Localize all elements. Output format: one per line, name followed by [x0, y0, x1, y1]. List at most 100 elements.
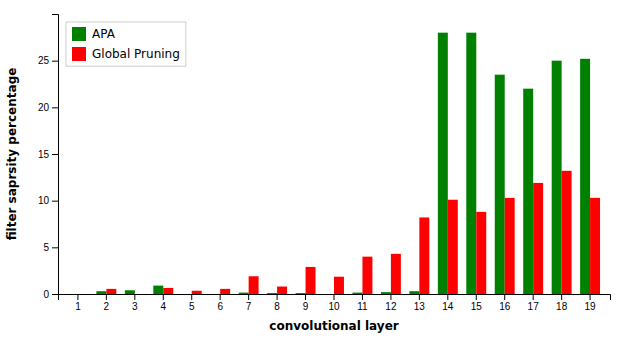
bar: [239, 293, 249, 294]
x-tick-mark: [220, 294, 221, 300]
bar: [210, 294, 220, 295]
x-tick-mark: [419, 294, 420, 300]
bar: [267, 293, 277, 294]
x-tick-mark: [590, 294, 591, 300]
y-tick-mark: [52, 247, 58, 248]
bar: [125, 290, 135, 294]
bar: [523, 89, 533, 294]
bar: [163, 288, 173, 294]
x-tick-mark: [533, 294, 534, 300]
x-tick: 6: [217, 294, 223, 312]
y-tick-mark: [52, 154, 58, 155]
x-tick-label: 4: [160, 301, 166, 312]
y-tick: 10: [38, 195, 58, 206]
x-tick-label: 8: [274, 301, 280, 312]
x-tick-mark: [305, 294, 306, 300]
bar: [562, 171, 572, 294]
y-tick: 0: [43, 289, 58, 300]
y-tick-mark: [52, 294, 58, 295]
bar: [135, 294, 145, 295]
x-tick-label: 19: [585, 301, 597, 312]
y-tick-label: 5: [43, 242, 49, 253]
bar: [220, 289, 230, 294]
bar: [277, 287, 287, 294]
x-tick-mark: [106, 294, 107, 300]
legend-swatch: [72, 27, 86, 41]
bar: [409, 291, 419, 294]
y-axis-title: filter saprsity percentage: [5, 68, 19, 241]
bar: [590, 198, 600, 294]
x-axis-line: [59, 295, 611, 301]
x-tick: 9: [303, 294, 309, 312]
x-tick-mark: [134, 294, 135, 300]
x-tick-mark: [77, 294, 78, 300]
bar-series: [106, 171, 600, 294]
x-tick: 7: [246, 294, 252, 312]
bar: [78, 294, 88, 295]
y-tick-mark: [52, 61, 58, 62]
x-tick: 19: [585, 294, 597, 312]
bar: [495, 75, 505, 294]
y-tick: 5: [43, 242, 58, 253]
bar: [505, 198, 515, 294]
bar: [438, 33, 448, 294]
chart: 123456789101112131415161718190510152025A…: [0, 0, 626, 340]
legend-item: Global Pruning: [72, 47, 180, 61]
y-tick-label: 0: [43, 289, 49, 300]
x-tick-mark: [362, 294, 363, 300]
x-axis-title: convolutional layer: [269, 319, 398, 333]
x-axis: 12345678910111213141516171819: [59, 294, 611, 312]
x-tick-label: 1: [75, 301, 81, 312]
bar: [552, 61, 562, 294]
bar: [448, 200, 458, 294]
x-tick: 4: [160, 294, 166, 312]
x-tick-label: 13: [414, 301, 426, 312]
x-tick-mark: [447, 294, 448, 300]
x-tick: 18: [556, 294, 568, 312]
bar: [106, 289, 116, 294]
y-axis: 0510152025: [38, 15, 59, 300]
x-tick-label: 16: [499, 301, 511, 312]
x-tick-mark: [277, 294, 278, 300]
bar: [466, 33, 476, 294]
x-tick: 5: [189, 294, 195, 312]
x-tick-label: 18: [556, 301, 568, 312]
x-tick: 3: [132, 294, 138, 312]
x-tick-mark: [476, 294, 477, 300]
x-tick-mark: [163, 294, 164, 300]
bar: [324, 294, 334, 295]
y-tick-label: 15: [38, 149, 50, 160]
x-tick-label: 12: [385, 301, 397, 312]
x-tick-mark: [191, 294, 192, 300]
x-tick-label: 6: [217, 301, 223, 312]
plot-area: 123456789101112131415161718190510152025A…: [38, 15, 611, 313]
bar: [68, 294, 78, 295]
bar: [153, 286, 163, 294]
y-tick: 25: [38, 55, 58, 66]
x-tick-label: 2: [104, 301, 110, 312]
x-tick-label: 9: [303, 301, 309, 312]
bar: [192, 291, 202, 294]
bar: [580, 59, 590, 294]
legend-label: APA: [92, 27, 116, 41]
x-tick: 13: [414, 294, 426, 312]
legend-box: [66, 22, 186, 66]
x-tick-mark: [248, 294, 249, 300]
y-tick-label: 25: [38, 55, 50, 66]
x-tick-label: 10: [328, 301, 340, 312]
x-tick: 17: [528, 294, 540, 312]
y-axis-line: [52, 15, 59, 295]
x-tick: 1: [75, 294, 81, 312]
bars: [96, 33, 600, 294]
bar: [362, 257, 372, 294]
x-tick-label: 17: [528, 301, 540, 312]
legend-item: APA: [72, 27, 116, 41]
x-tick-mark: [334, 294, 335, 300]
x-tick-label: 7: [246, 301, 252, 312]
x-tick: 14: [442, 294, 454, 312]
x-tick: 15: [471, 294, 483, 312]
x-tick-label: 14: [442, 301, 454, 312]
x-tick: 11: [357, 294, 368, 312]
bar: [381, 292, 391, 294]
x-tick: 16: [499, 294, 511, 312]
